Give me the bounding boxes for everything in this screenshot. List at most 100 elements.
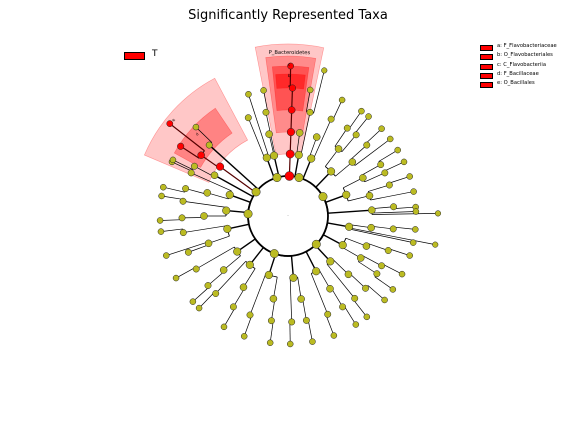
tree-edge — [348, 227, 436, 245]
taxon-node — [377, 161, 385, 169]
taxon-node — [190, 162, 198, 170]
taxon-node — [398, 270, 406, 278]
taxon-node — [245, 91, 252, 98]
tree-edge — [358, 261, 378, 275]
tree-edge — [249, 273, 267, 316]
tree-edge — [313, 70, 325, 114]
taxon-node — [384, 247, 392, 254]
taxon-node — [265, 130, 273, 138]
enriched-node — [288, 84, 297, 92]
tree-edge — [247, 117, 266, 159]
wedge-label-P_Bacteroidetes: P_Bacteroidetes — [269, 50, 311, 56]
center-label: . — [287, 212, 288, 217]
taxon-node — [386, 135, 394, 143]
taxon-node — [400, 158, 408, 166]
taxon-node — [363, 141, 371, 149]
tree-edge — [326, 263, 355, 299]
tree-edge — [271, 298, 276, 321]
taxon-node — [294, 173, 304, 182]
enriched-node — [166, 120, 174, 128]
enriched-node — [197, 151, 205, 159]
taxon-node — [412, 226, 419, 233]
tree-edge — [248, 94, 270, 158]
tree-edge — [383, 161, 405, 172]
enriched-node — [287, 62, 294, 70]
tree-edge — [327, 209, 372, 214]
tree-edge — [371, 206, 394, 210]
clade-legend-text: d: F_Bacillaceae — [497, 70, 539, 77]
clade-legend-swatch — [480, 82, 493, 89]
taxon-node — [412, 208, 420, 215]
taxon-node — [178, 214, 186, 222]
taxon-node — [246, 311, 254, 319]
taxon-node — [307, 154, 316, 163]
tree-edge — [182, 200, 227, 208]
tree-arc — [305, 222, 329, 253]
wedge-label-d: d — [195, 132, 199, 136]
taxon-node — [318, 192, 328, 202]
taxon-node — [312, 267, 321, 276]
tree-edge — [332, 99, 343, 121]
taxon-node — [294, 150, 303, 159]
enriched-node — [286, 128, 295, 137]
tree-edge — [263, 90, 269, 113]
taxon-node — [358, 107, 365, 115]
taxon-node — [352, 131, 360, 139]
taxon-node — [306, 108, 314, 116]
tree-edge — [307, 319, 313, 342]
clade-legend-swatch — [480, 63, 493, 70]
taxon-node — [192, 123, 200, 131]
taxon-node — [326, 257, 335, 266]
tree-edge — [302, 298, 307, 321]
taxon-node — [229, 303, 237, 311]
class-legend-swatch-t — [124, 52, 145, 60]
taxon-node — [240, 333, 248, 340]
tree-edge — [214, 174, 254, 198]
clade-legend-text: b: O_Flavobacteriales — [497, 52, 553, 59]
taxon-node — [362, 242, 371, 250]
tree-edge — [371, 211, 416, 214]
taxon-node — [267, 317, 275, 325]
taxon-node — [289, 273, 298, 282]
taxon-node — [269, 249, 279, 259]
taxon-node — [244, 114, 252, 122]
tree-edge — [166, 241, 209, 256]
tree-edge — [330, 287, 343, 308]
tree-edge — [325, 314, 335, 336]
tree-edge — [163, 186, 185, 193]
taxon-node — [266, 339, 274, 347]
taxon-node — [394, 146, 401, 154]
taxon-node — [233, 247, 242, 256]
taxon-node — [195, 304, 203, 312]
taxon-node — [406, 252, 413, 259]
taxon-node — [272, 173, 282, 182]
taxon-node — [378, 125, 385, 132]
taxon-node — [385, 181, 393, 189]
tree-edge — [192, 286, 210, 302]
taxon-node — [434, 210, 442, 217]
tree-edge — [388, 248, 410, 256]
tree-edge — [233, 287, 246, 308]
taxon-node — [260, 87, 267, 94]
clade-legend-swatch — [480, 54, 493, 61]
tree-edge — [269, 320, 274, 343]
tree-edge — [382, 263, 403, 275]
tree-edge — [223, 307, 236, 328]
enriched-node — [284, 171, 295, 181]
taxon-node — [343, 124, 351, 132]
tree-edge — [365, 128, 382, 144]
taxon-node — [269, 294, 278, 303]
tree-edge — [361, 164, 381, 176]
tree-edge — [175, 267, 196, 279]
taxon-node — [356, 254, 365, 262]
taxon-node — [288, 318, 296, 326]
taxon-node — [239, 283, 248, 291]
tree-edge — [388, 176, 410, 184]
tree-edge — [349, 273, 366, 289]
tree-edge — [371, 225, 394, 230]
taxon-node — [262, 153, 271, 162]
tree-edge — [172, 159, 193, 170]
taxon-node — [432, 241, 439, 248]
taxon-node — [362, 284, 369, 292]
